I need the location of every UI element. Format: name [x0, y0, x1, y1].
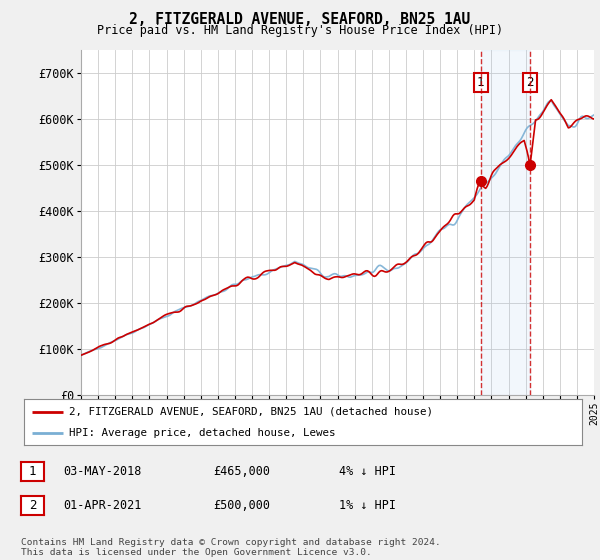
Text: HPI: Average price, detached house, Lewes: HPI: Average price, detached house, Lewe… — [68, 428, 335, 438]
Text: 2: 2 — [526, 76, 533, 89]
Text: Price paid vs. HM Land Registry's House Price Index (HPI): Price paid vs. HM Land Registry's House … — [97, 24, 503, 36]
Text: Contains HM Land Registry data © Crown copyright and database right 2024.
This d: Contains HM Land Registry data © Crown c… — [21, 538, 441, 557]
Text: 01-APR-2021: 01-APR-2021 — [63, 498, 142, 512]
Text: 1: 1 — [29, 465, 36, 478]
Text: 2, FITZGERALD AVENUE, SEAFORD, BN25 1AU: 2, FITZGERALD AVENUE, SEAFORD, BN25 1AU — [130, 12, 470, 27]
Text: 1: 1 — [477, 76, 484, 89]
Text: £465,000: £465,000 — [213, 465, 270, 478]
Bar — [481, 50, 530, 395]
Text: 1% ↓ HPI: 1% ↓ HPI — [339, 498, 396, 512]
Text: 2, FITZGERALD AVENUE, SEAFORD, BN25 1AU (detached house): 2, FITZGERALD AVENUE, SEAFORD, BN25 1AU … — [68, 407, 433, 417]
Text: 2: 2 — [29, 498, 36, 512]
Text: 4% ↓ HPI: 4% ↓ HPI — [339, 465, 396, 478]
Text: £500,000: £500,000 — [213, 498, 270, 512]
Text: 03-MAY-2018: 03-MAY-2018 — [63, 465, 142, 478]
